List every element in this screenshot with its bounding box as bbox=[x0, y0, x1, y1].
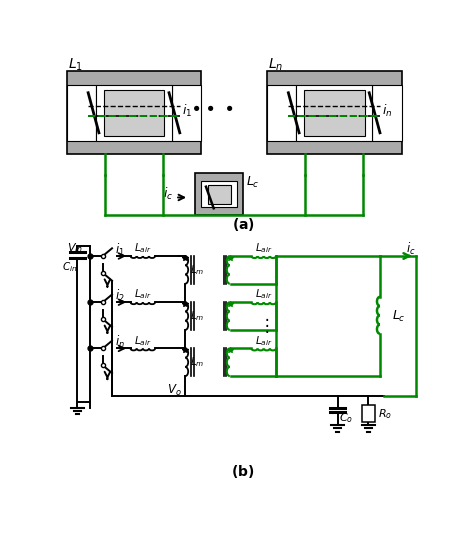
Text: $L_{air}$: $L_{air}$ bbox=[255, 288, 273, 301]
Text: $L_n$: $L_n$ bbox=[268, 57, 283, 73]
Bar bbox=[195, 173, 243, 215]
Text: $L_m$: $L_m$ bbox=[191, 356, 205, 369]
Text: $L_{air}$: $L_{air}$ bbox=[255, 334, 273, 347]
Bar bbox=[96, 85, 172, 140]
Bar bbox=[296, 85, 372, 140]
Text: $C_o$: $C_o$ bbox=[339, 411, 353, 424]
Text: $C_{in}$: $C_{in}$ bbox=[62, 261, 77, 274]
Text: $\bf{(b)}$: $\bf{(b)}$ bbox=[231, 463, 255, 480]
Text: $L_{air}$: $L_{air}$ bbox=[134, 288, 152, 301]
Text: $i_c$: $i_c$ bbox=[163, 186, 173, 203]
Text: $L_m$: $L_m$ bbox=[191, 309, 205, 323]
Text: $L_c$: $L_c$ bbox=[392, 308, 406, 324]
Text: $i_1$: $i_1$ bbox=[115, 242, 125, 258]
Text: $\vdots$: $\vdots$ bbox=[258, 316, 269, 335]
Bar bbox=[208, 185, 231, 204]
Text: $\bf{(a)}$: $\bf{(a)}$ bbox=[231, 216, 255, 233]
Text: $i_n$: $i_n$ bbox=[383, 103, 393, 119]
Text: $i_c$: $i_c$ bbox=[406, 241, 416, 257]
Bar bbox=[201, 180, 237, 208]
Text: $L_c$: $L_c$ bbox=[246, 175, 260, 190]
Text: $V_o$: $V_o$ bbox=[167, 383, 182, 397]
Bar bbox=[66, 85, 96, 140]
Bar bbox=[66, 71, 201, 154]
Bar bbox=[267, 71, 401, 154]
Text: $L_1$: $L_1$ bbox=[68, 57, 83, 73]
Text: $i_n$: $i_n$ bbox=[115, 334, 125, 350]
Text: $L_{air}$: $L_{air}$ bbox=[134, 241, 152, 255]
Text: $i_2$: $i_2$ bbox=[115, 288, 125, 304]
Text: $V_{in}$: $V_{in}$ bbox=[66, 241, 83, 255]
Text: $\bullet\bullet\bullet$: $\bullet\bullet\bullet$ bbox=[191, 99, 234, 117]
Text: $L_{air}$: $L_{air}$ bbox=[255, 241, 273, 255]
Text: $L_m$: $L_m$ bbox=[191, 263, 205, 277]
Bar bbox=[172, 85, 201, 140]
Text: $L_{air}$: $L_{air}$ bbox=[134, 334, 152, 347]
Text: $i_1$: $i_1$ bbox=[182, 103, 192, 119]
Bar bbox=[372, 85, 401, 140]
Text: $R_o$: $R_o$ bbox=[378, 407, 392, 421]
Bar bbox=[304, 89, 365, 136]
Bar bbox=[362, 405, 374, 422]
Bar bbox=[103, 89, 164, 136]
Bar bbox=[267, 85, 296, 140]
